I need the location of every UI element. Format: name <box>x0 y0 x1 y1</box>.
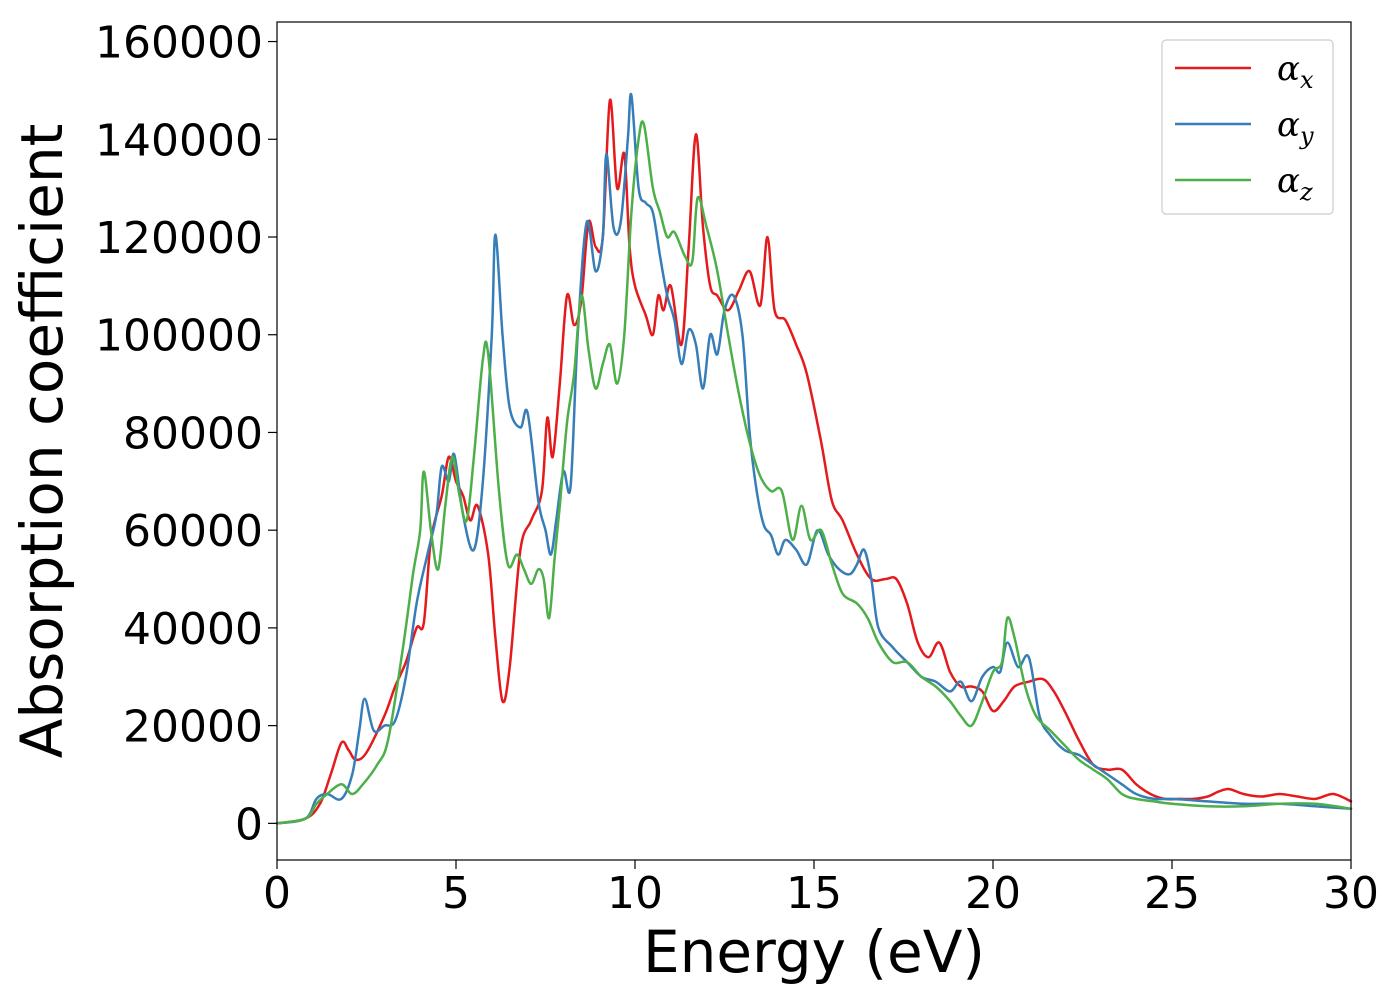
legend-label-z: αz <box>1277 161 1313 206</box>
x-axis-title: Energy (eV) <box>643 918 985 986</box>
y-tick-label: 0 <box>235 799 263 850</box>
x-tick-label: 15 <box>786 868 842 919</box>
y-tick-label: 20000 <box>123 702 263 753</box>
y-axis-title: Absorption coefficient <box>8 124 76 759</box>
y-axis: 0 20000 40000 60000 80000 100000 120000 140000 1… <box>95 18 277 850</box>
series-layer <box>275 92 1353 825</box>
legend-label-y: αy <box>1277 105 1314 150</box>
x-tick-label: 0 <box>263 868 291 919</box>
y-tick-label: 100000 <box>95 311 263 362</box>
x-tick-label: 20 <box>965 868 1021 919</box>
series-line-y <box>275 92 1353 825</box>
x-tick-label: 10 <box>607 868 663 919</box>
x-axis: 0 5 10 15 20 25 30 <box>263 860 1379 919</box>
x-tick-label: 5 <box>442 868 470 919</box>
legend-box <box>1161 39 1334 215</box>
y-tick-label: 120000 <box>95 213 263 264</box>
legend: αx αy αz <box>1161 39 1334 215</box>
y-tick-label: 60000 <box>123 506 263 557</box>
series-line-x <box>275 98 1353 825</box>
y-tick-label: 160000 <box>95 18 263 69</box>
x-tick-label: 25 <box>1144 868 1200 919</box>
y-tick-label: 40000 <box>123 604 263 655</box>
legend-label-x: αx <box>1277 49 1314 94</box>
series-line-z <box>275 120 1353 825</box>
y-tick-label: 80000 <box>123 408 263 459</box>
x-tick-label: 30 <box>1323 868 1379 919</box>
y-tick-label: 140000 <box>95 115 263 166</box>
